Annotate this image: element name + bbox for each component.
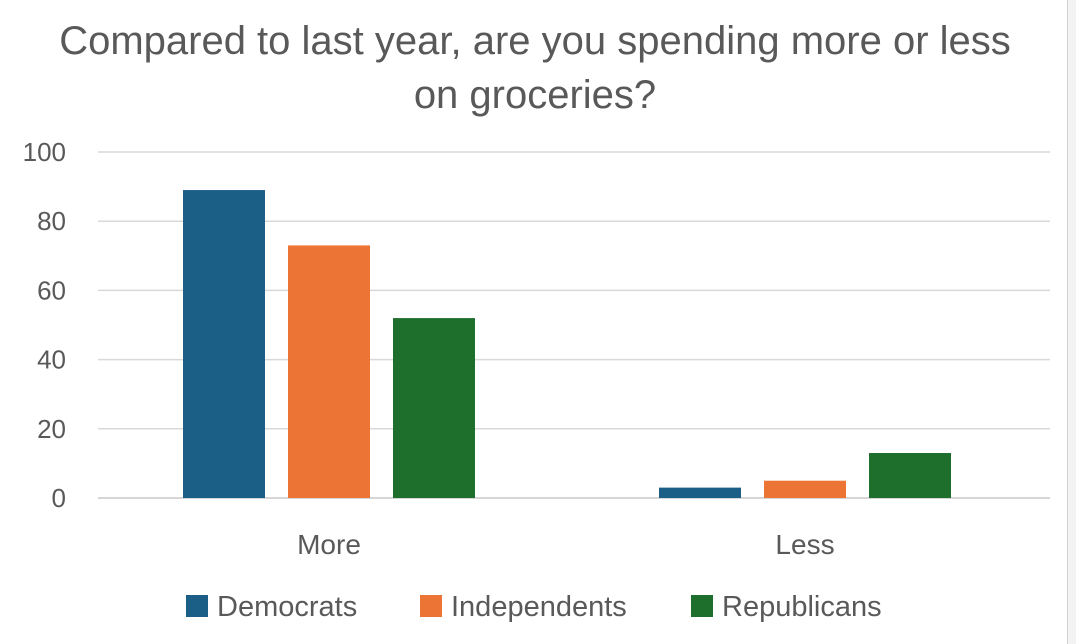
legend-label: Independents xyxy=(451,591,627,623)
chart-title: Compared to last year, are you spending … xyxy=(59,19,1011,117)
bar-more-independents xyxy=(288,245,370,498)
y-tick-label: 20 xyxy=(37,414,66,444)
legend-label: Democrats xyxy=(217,591,357,623)
bar-less-republicans xyxy=(869,453,951,498)
legend: Democrats Independents Republicans xyxy=(186,591,882,623)
legend-label: Republicans xyxy=(722,591,882,623)
bar-more-republicans xyxy=(393,318,475,498)
y-tick-label: 60 xyxy=(37,275,66,305)
bars xyxy=(183,190,951,498)
bar-more-democrats xyxy=(183,190,265,498)
y-tick-label: 100 xyxy=(23,137,66,167)
window-edge xyxy=(1068,0,1076,644)
bar-less-independents xyxy=(764,480,846,498)
bar-less-democrats xyxy=(659,487,741,498)
y-tick-label: 40 xyxy=(37,345,66,375)
y-tick-label: 80 xyxy=(37,206,66,236)
y-tick-label: 0 xyxy=(52,483,66,513)
x-category-label: Less xyxy=(775,529,834,560)
legend-swatch-republicans xyxy=(691,595,713,617)
y-axis-ticks: 0 20 40 60 80 100 xyxy=(23,137,66,513)
legend-swatch-democrats xyxy=(186,595,208,617)
x-axis-categories: More Less xyxy=(297,529,834,560)
legend-swatch-independents xyxy=(420,595,442,617)
x-category-label: More xyxy=(297,529,361,560)
